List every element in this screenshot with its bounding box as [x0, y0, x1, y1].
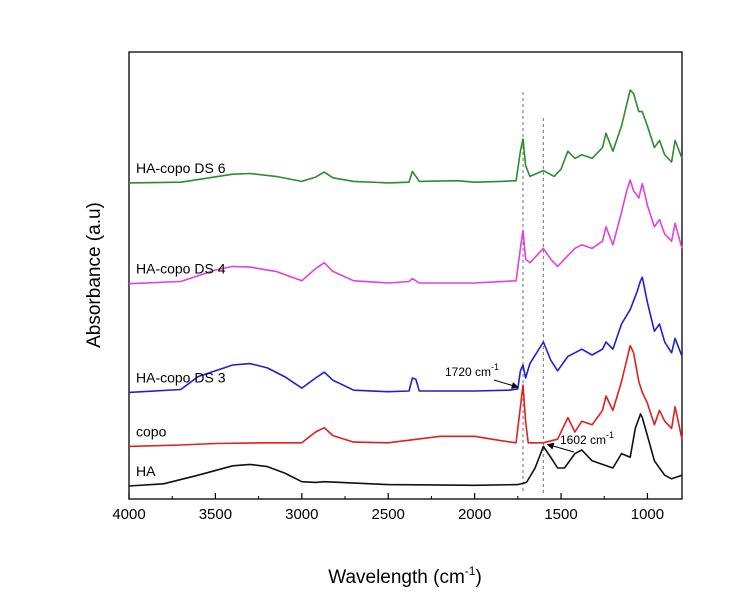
series-copo: [128, 344, 683, 448]
series-label: HA-copo DS 4: [136, 261, 226, 277]
x-axis-title-main: Wavelength (cm: [328, 567, 465, 588]
x-axis-title-sup: -1: [465, 564, 476, 578]
annotation-arrow: [546, 442, 575, 453]
x-axis-ticks: 4000 3500 3000 2500 2000 1500 1000: [112, 493, 664, 523]
series-label: HA-copo DS 3: [136, 369, 226, 385]
annotation-label: 1720 cm-1: [445, 362, 499, 379]
series-ha-copo-ds-4: [128, 179, 683, 285]
series-label: HA-copo DS 6: [136, 160, 226, 176]
x-tick-label: 1000: [631, 506, 664, 523]
annotation-arrow: [493, 379, 519, 389]
series-label: copo: [136, 423, 167, 439]
series-labels: HA-copo DS 6 HA-copo DS 4 HA-copo DS 3 copo…: [136, 160, 226, 479]
series-ha: [128, 413, 683, 487]
x-axis-title: Wavelength (cm-1): [328, 564, 482, 588]
reference-lines: [522, 92, 545, 494]
x-tick-label: 3500: [199, 506, 232, 523]
x-tick-label: 3000: [285, 506, 318, 523]
series-ha-copo-ds-3: [128, 276, 683, 394]
x-tick-label: 1500: [544, 506, 577, 523]
plot-frame: [128, 51, 683, 500]
x-tick-label: 2000: [458, 506, 491, 523]
x-tick-label: 4000: [112, 506, 145, 523]
annotations: 1720 cm-1 1602 cm-1: [445, 362, 614, 453]
x-axis-title-close: ): [475, 567, 481, 588]
series-layer: [128, 89, 683, 487]
x-tick-label: 2500: [372, 506, 405, 523]
y-axis-title: Absorbance (a.u): [84, 202, 105, 348]
annotation-label: 1602 cm-1: [560, 430, 614, 447]
series-ha-copo-ds-6: [128, 89, 683, 184]
series-label: HA: [136, 463, 156, 479]
